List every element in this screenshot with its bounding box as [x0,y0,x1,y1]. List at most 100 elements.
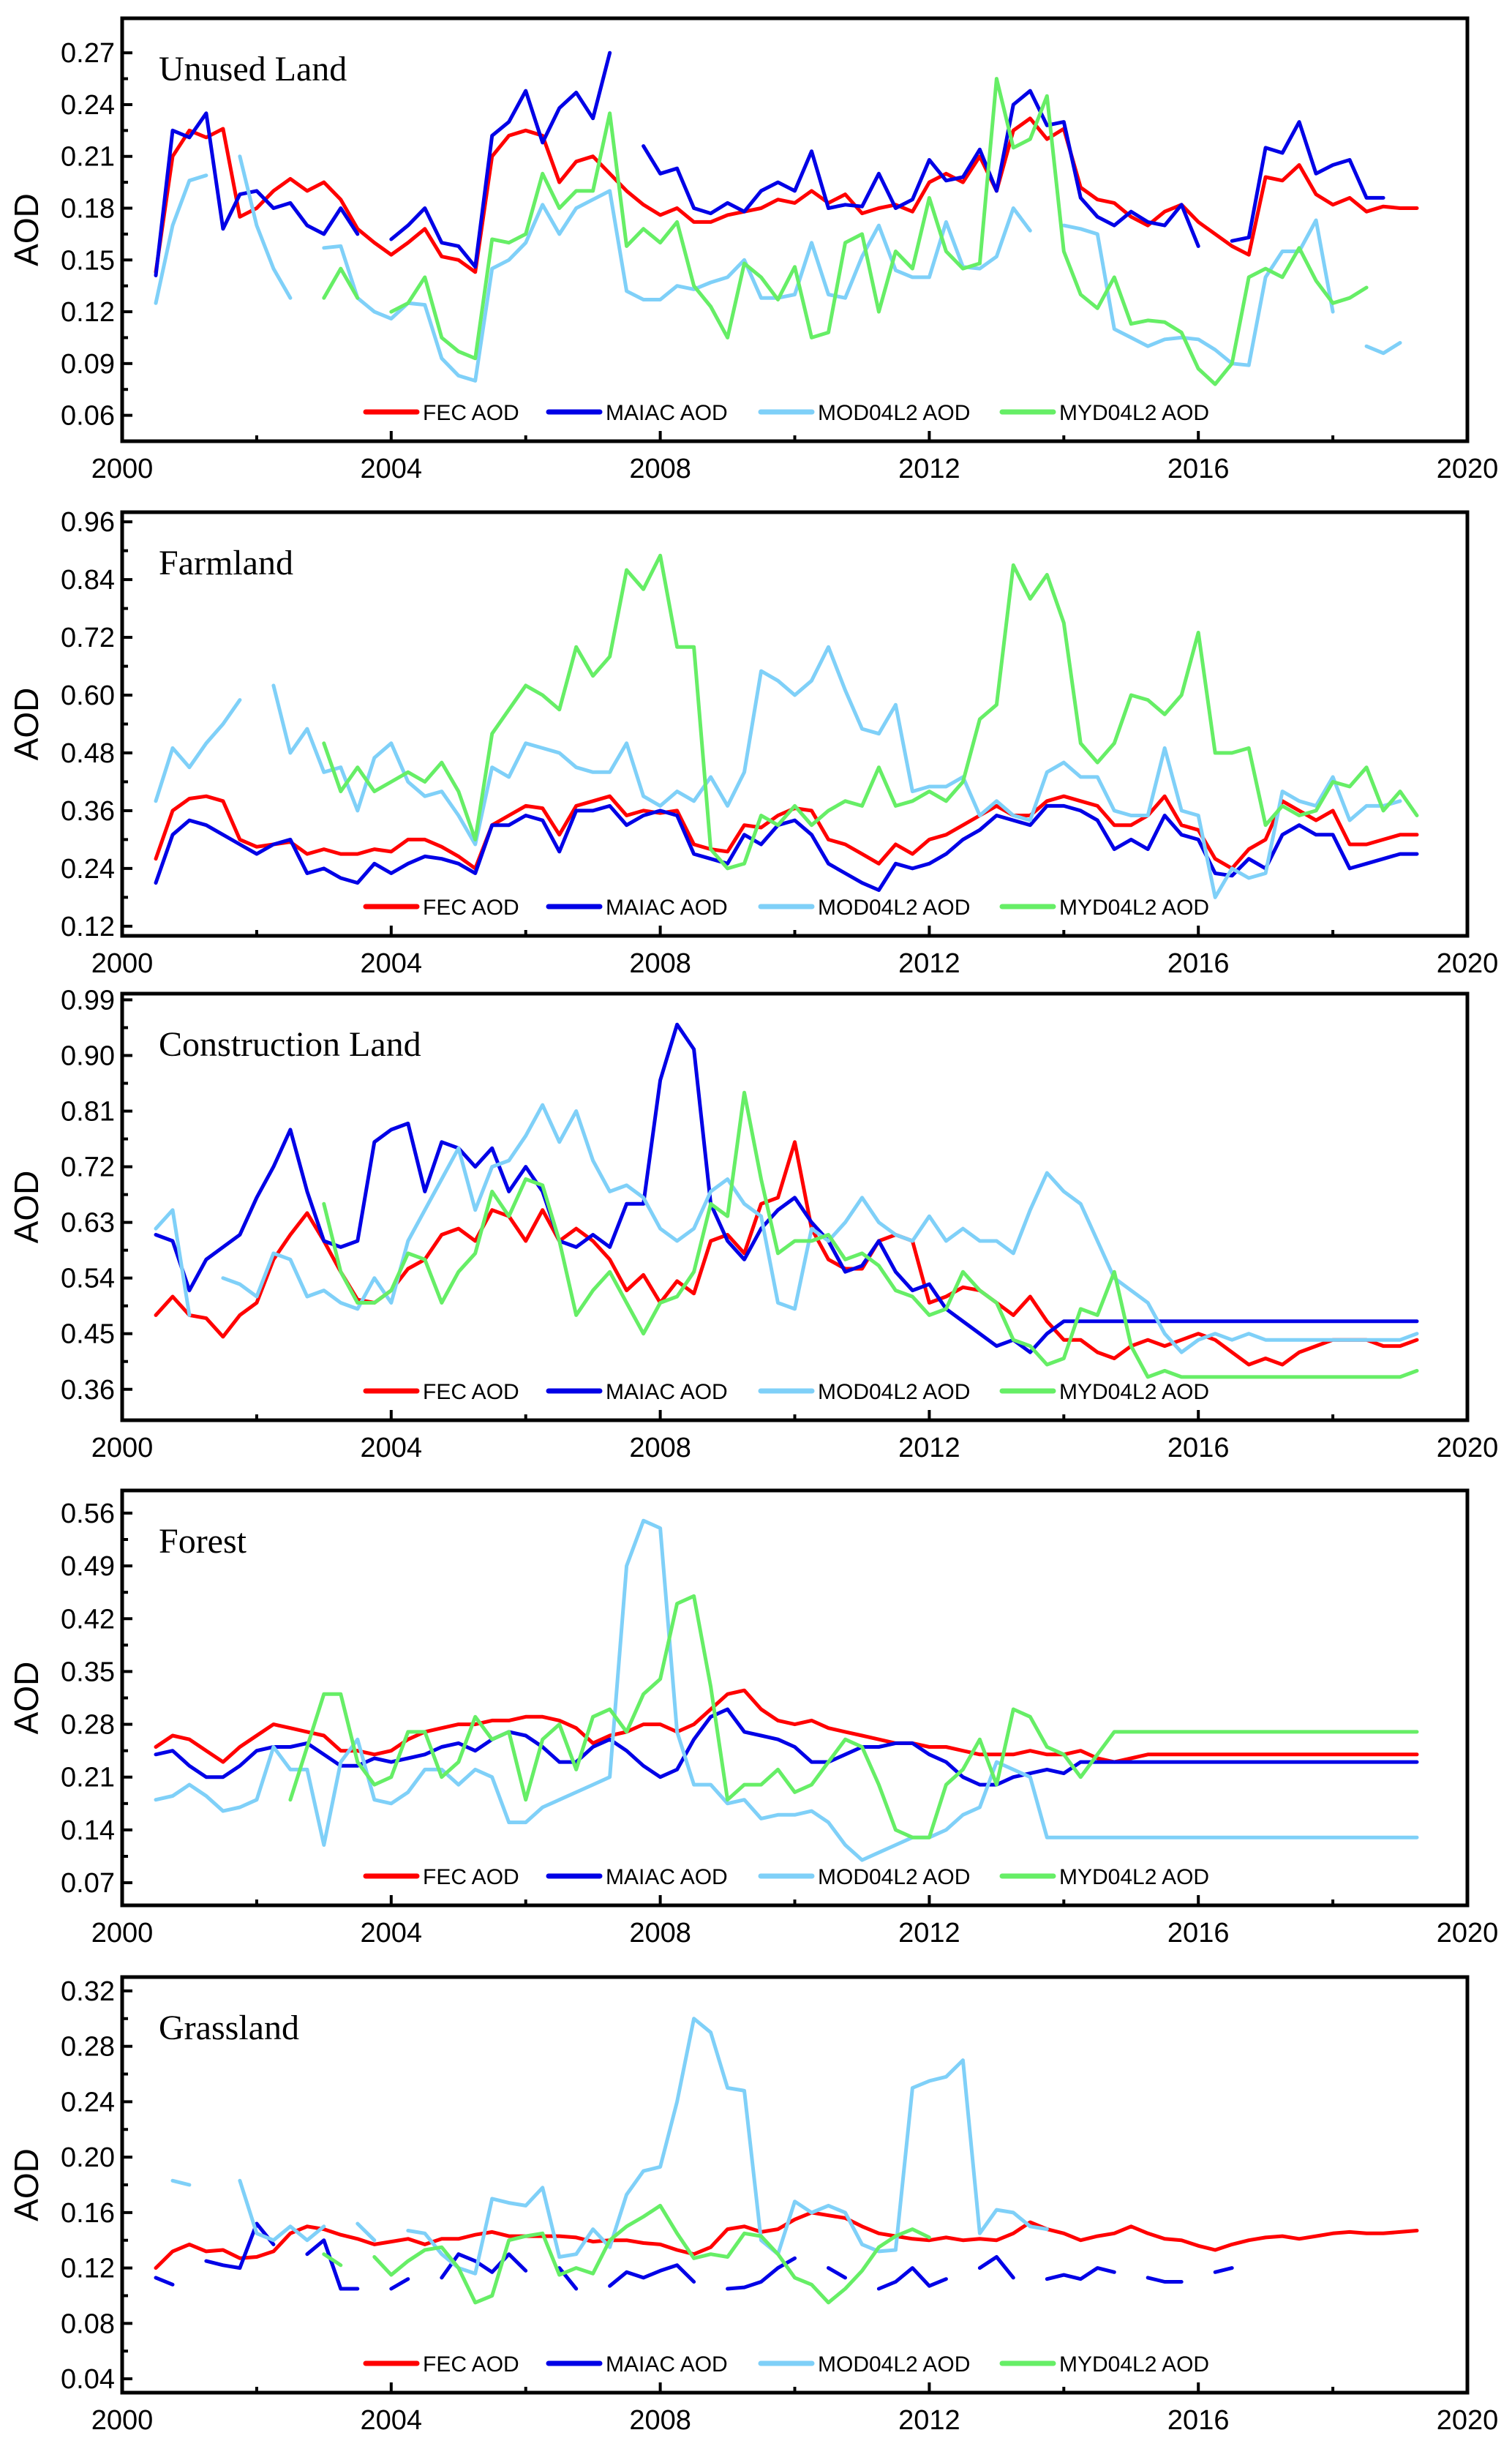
x-tick-label: 2008 [629,454,691,484]
series-line-myd04l2-aod [322,1090,1419,1379]
x-tick-label: 2008 [629,1918,691,1949]
x-tick-label: 2016 [1167,454,1230,484]
panel-title: Grassland [159,2009,299,2047]
y-tick-label: 0.35 [61,1657,115,1687]
y-tick-label: 0.16 [61,2198,115,2229]
y-tick-label: 0.42 [61,1604,115,1635]
y-tick-label: 0.24 [61,854,115,885]
legend: FEC AOD MAIAC AOD MOD04L2 AOD MYD04L2 AOD [363,2352,1209,2377]
y-axis-label: AOD [7,1171,45,1244]
x-tick-label: 2000 [91,454,154,484]
y-tick-label: 0.81 [61,1097,115,1128]
x-tick-label: 2020 [1437,1918,1499,1949]
y-tick-label: 0.12 [61,912,115,942]
x-tick-label: 2000 [91,1918,154,1949]
legend-label: MOD04L2 AOD [818,1865,970,1889]
y-tick-label: 0.72 [61,623,115,653]
y-tick-label: 0.63 [61,1208,115,1239]
legend-label: FEC AOD [423,401,519,425]
series-line-myd04l2-aod [322,553,1419,871]
legend-label: MOD04L2 AOD [818,1380,970,1404]
y-tick-label: 0.07 [61,1868,115,1899]
y-tick-label: 0.72 [61,1152,115,1183]
x-tick-label: 2016 [1167,2405,1230,2436]
series-line-myd04l2-aod [322,77,1369,386]
legend-label: MYD04L2 AOD [1059,1380,1209,1404]
legend-label: MAIAC AOD [606,2352,728,2377]
x-tick-label: 2004 [361,2405,423,2436]
y-tick-label: 0.96 [61,507,115,538]
x-tick-label: 2004 [361,454,423,484]
y-tick-label: 0.36 [61,796,115,827]
x-tick-label: 2008 [629,2405,691,2436]
y-tick-label: 0.20 [61,2142,115,2173]
y-axis-label: AOD [7,193,45,266]
x-tick-label: 2012 [898,1918,960,1949]
x-tick-label: 2008 [629,1433,691,1463]
y-tick-label: 0.15 [61,245,115,276]
y-tick-label: 0.28 [61,1710,115,1741]
y-tick-label: 0.36 [61,1375,115,1406]
y-tick-label: 0.28 [61,2032,115,2063]
y-tick-label: 0.09 [61,349,115,380]
y-tick-label: 0.48 [61,738,115,769]
series-line-mod04l2-aod [154,1518,1419,1862]
series-line-fec-aod [154,1688,1419,1764]
legend: FEC AOD MAIAC AOD MOD04L2 AOD MYD04L2 AOD [363,896,1209,920]
y-tick-label: 0.14 [61,1815,115,1846]
x-tick-label: 2016 [1167,1918,1230,1949]
series-line-myd04l2-aod [322,2203,931,2305]
x-tick-label: 2000 [91,1433,154,1463]
x-tick-label: 2004 [361,1918,423,1949]
panel-unused-land: 0.06 0.09 0.12 0.15 0.18 0.21 0.24 0.27 2000 2004… [7,16,1499,484]
legend-label: FEC AOD [423,1380,519,1404]
y-tick-label: 0.12 [61,297,115,328]
y-tick-label: 0.49 [61,1551,115,1582]
x-tick-label: 2016 [1167,1433,1230,1463]
panel-title: Forest [159,1522,247,1561]
series-line-maiac-aod [154,1707,1419,1787]
legend-label: MYD04L2 AOD [1059,401,1209,425]
legend-label: MYD04L2 AOD [1059,896,1209,920]
y-tick-label: 0.08 [61,2309,115,2339]
panel-forest: 0.07 0.14 0.21 0.28 0.35 0.42 0.49 0.56 2000 2004… [7,1488,1499,1949]
y-tick-label: 0.54 [61,1264,115,1294]
y-tick-label: 0.84 [61,565,115,596]
legend-label: MYD04L2 AOD [1059,1865,1209,1889]
panel-title: Farmland [159,544,293,582]
legend: FEC AOD MAIAC AOD MOD04L2 AOD MYD04L2 AOD [363,1380,1209,1404]
series-line-maiac-aod [154,2221,1234,2291]
y-axis-label: AOD [7,2148,45,2221]
x-tick-label: 2020 [1437,454,1499,484]
y-tick-label: 0.21 [61,1763,115,1793]
y-tick-label: 0.21 [61,142,115,173]
y-tick-label: 0.12 [61,2254,115,2284]
legend: FEC AOD MAIAC AOD MOD04L2 AOD MYD04L2 AOD [363,1865,1209,1889]
panel-grassland: 0.04 0.08 0.12 0.16 0.20 0.24 0.28 0.32 2000 2004… [7,1975,1499,2436]
series-line-mod04l2-aod [154,154,1402,383]
legend-label: FEC AOD [423,1865,519,1889]
y-tick-label: 0.04 [61,2364,115,2395]
y-axis-label: AOD [7,688,45,761]
legend-label: FEC AOD [423,896,519,920]
x-tick-label: 2020 [1437,1433,1499,1463]
x-tick-label: 2020 [1437,2405,1499,2436]
y-tick-label: 0.18 [61,194,115,225]
y-tick-label: 0.32 [61,1976,115,2007]
x-tick-label: 2000 [91,948,154,979]
y-tick-label: 0.90 [61,1040,115,1071]
series-line-fec-aod [154,116,1419,274]
y-tick-label: 0.24 [61,2087,115,2118]
plot-frame [120,1975,1470,2395]
x-tick-label: 2004 [361,948,423,979]
legend-label: MAIAC AOD [606,1865,728,1889]
legend-label: FEC AOD [423,2352,519,2377]
series-line-fec-aod [154,1140,1419,1367]
series-line-maiac-aod [154,1022,1419,1354]
series-line-mod04l2-aod [170,2017,1049,2276]
legend-label: MAIAC AOD [606,401,728,425]
legend-label: MOD04L2 AOD [818,401,970,425]
x-tick-label: 2012 [898,454,960,484]
legend: FEC AOD MAIAC AOD MOD04L2 AOD MYD04L2 AOD [363,401,1209,425]
